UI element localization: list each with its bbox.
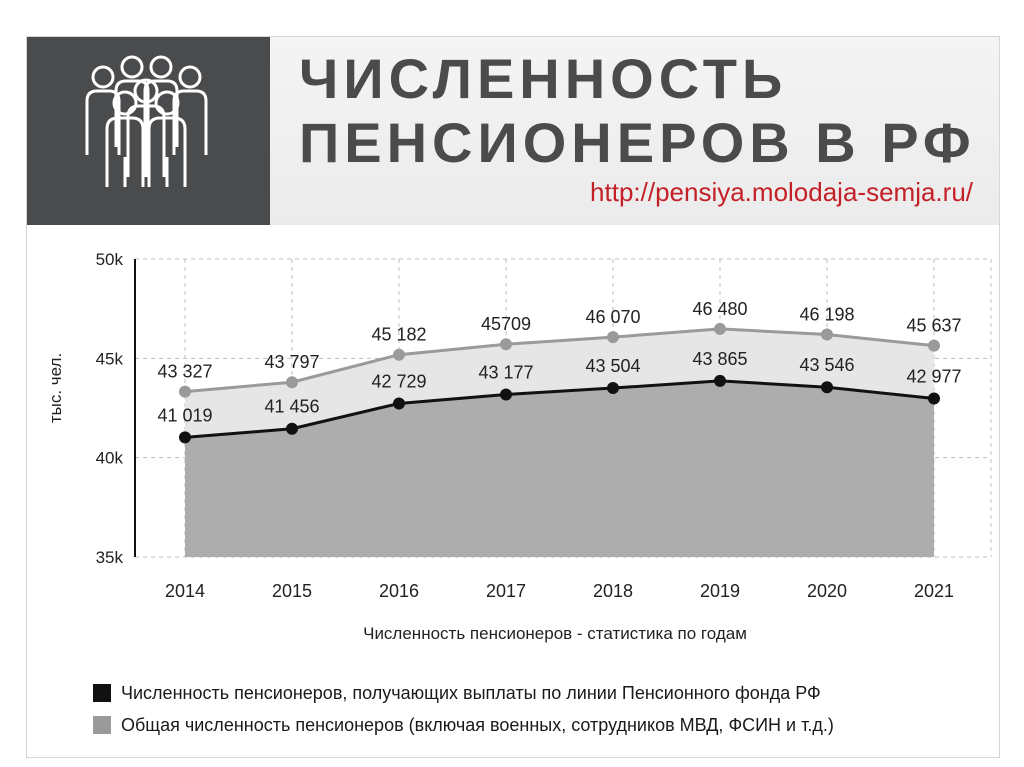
series-line-pfr	[184, 379, 935, 439]
data-label-pfr: 42 729	[371, 371, 426, 391]
y-tick-label: 45k	[96, 349, 124, 368]
y-axis-label: тыс. чел.	[46, 353, 65, 423]
title-line-1: ЧИСЛЕННОСТЬ	[299, 47, 788, 110]
data-point-pfr	[607, 382, 619, 395]
legend-label-pfr: Численность пенсионеров, получающих выпл…	[121, 682, 821, 703]
data-label-total: 45709	[481, 314, 531, 334]
data-point-pfr	[714, 374, 726, 387]
y-tick-label: 50k	[96, 250, 124, 269]
data-label-pfr: 43 504	[585, 356, 640, 376]
x-tick-label: 2015	[272, 581, 312, 601]
data-label-pfr: 42 977	[906, 367, 961, 387]
x-tick-label: 2014	[165, 581, 205, 601]
logo-panel	[27, 37, 270, 225]
legend-item-pfr: Численность пенсионеров, получающих выпл…	[93, 677, 973, 709]
y-tick-label: 35k	[96, 548, 124, 567]
legend-swatch-total	[93, 716, 111, 734]
area-pfr	[185, 380, 934, 557]
data-label-total: 46 198	[799, 305, 854, 325]
x-tick-label: 2018	[593, 581, 633, 601]
page-title: ЧИСЛЕННОСТЬ ПЕНСИОНЕРОВ В РФ	[299, 47, 989, 175]
x-tick-label: 2016	[379, 581, 419, 601]
data-point-total	[821, 328, 833, 341]
x-axis-label: Численность пенсионеров - статистика по …	[363, 624, 747, 643]
data-label-pfr: 41 019	[157, 405, 212, 425]
x-tick-label: 2020	[807, 581, 847, 601]
data-point-pfr	[179, 431, 191, 444]
data-label-total: 43 797	[264, 352, 319, 372]
legend-swatch-pfr	[93, 684, 111, 702]
pensioners-chart: 35k 40k 45k 50k 43 327 43 797 45 182 45709 46 07…	[46, 250, 992, 643]
data-point-total	[500, 338, 512, 351]
legend-item-total: Общая численность пенсионеров (включая в…	[93, 709, 973, 741]
title-line-2: ПЕНСИОНЕРОВ В РФ	[299, 111, 976, 174]
data-point-pfr	[500, 388, 512, 401]
data-label-total: 45 182	[371, 325, 426, 345]
data-label-pfr: 43 546	[799, 355, 854, 375]
series-line-total	[184, 327, 935, 394]
data-label-pfr: 43 177	[478, 363, 533, 383]
legend: Численность пенсионеров, получающих выпл…	[93, 677, 973, 741]
people-group-icon	[85, 55, 208, 187]
x-tick-label: 2021	[914, 581, 954, 601]
data-label-total: 43 327	[157, 362, 212, 382]
data-label-total: 46 480	[692, 299, 747, 319]
data-label-total: 46 070	[585, 307, 640, 327]
data-point-total	[928, 339, 940, 352]
x-tick-label: 2017	[486, 581, 526, 601]
infographic-frame: ЧИСЛЕННОСТЬ ПЕНСИОНЕРОВ В РФ http://pens…	[26, 36, 1000, 758]
data-label-pfr: 41 456	[264, 397, 319, 417]
data-point-total	[286, 376, 298, 389]
x-tick-label: 2019	[700, 581, 740, 601]
data-point-total	[179, 385, 191, 398]
data-point-total	[393, 348, 405, 361]
data-point-pfr	[393, 397, 405, 410]
data-label-total: 45 637	[906, 316, 961, 336]
data-point-pfr	[821, 381, 833, 394]
data-label-pfr: 43 865	[692, 349, 747, 369]
y-tick-label: 40k	[96, 449, 124, 468]
legend-label-total: Общая численность пенсионеров (включая в…	[121, 714, 834, 735]
source-url: http://pensiya.molodaja-semja.ru/	[590, 177, 973, 207]
data-point-pfr	[286, 422, 298, 435]
data-point-total	[714, 322, 726, 335]
data-point-pfr	[928, 392, 940, 405]
data-point-total	[607, 331, 619, 344]
header-banner: ЧИСЛЕННОСТЬ ПЕНСИОНЕРОВ В РФ http://pens…	[27, 37, 999, 225]
area-total	[185, 328, 934, 438]
